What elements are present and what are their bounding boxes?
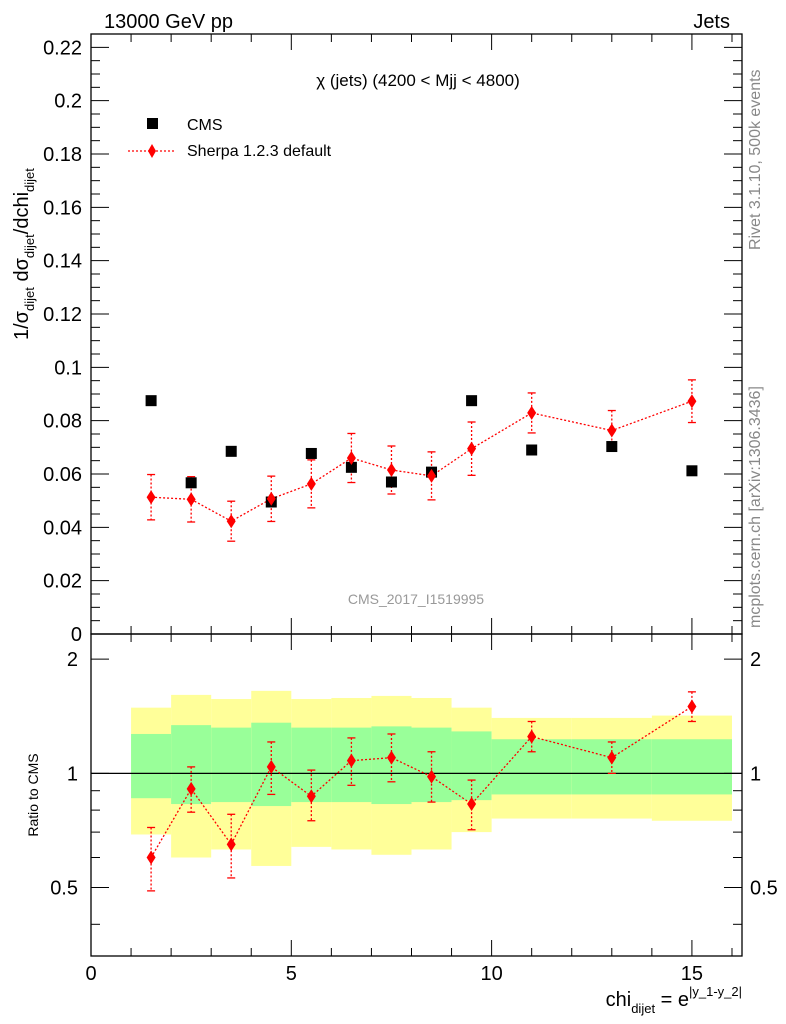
y-tick-label: 0.2 (54, 91, 82, 113)
mc-point (427, 468, 437, 483)
ratio-point (607, 750, 617, 765)
y-tick-label: 0.08 (43, 411, 82, 433)
x-tick-label: 5 (286, 963, 297, 985)
mc-point (687, 394, 697, 409)
band-inner (131, 733, 172, 799)
y-tick-label: 0 (71, 624, 82, 646)
legend-cms-marker (147, 118, 158, 129)
cms-point (466, 395, 478, 407)
cms-point (345, 461, 357, 473)
upper-marks (145, 379, 698, 542)
ratio-point (186, 781, 196, 796)
ratio-point (386, 750, 396, 765)
mc-point (306, 476, 316, 491)
svg-text:chidijet = e|y_1-y_2|: chidijet = e|y_1-y_2| (606, 984, 742, 1016)
mc-point (607, 423, 617, 438)
x-tick-label: 0 (85, 963, 96, 985)
y-tick-label: 0.04 (43, 517, 82, 539)
y-tick-label-right: 0.5 (750, 878, 778, 900)
mc-point (346, 451, 356, 465)
ratio-line (150, 706, 693, 858)
cms-point (385, 476, 397, 488)
mcplots-label: mcplots.cern.ch [arXiv:1306.3436] (747, 386, 764, 628)
y-tick-label: 0.14 (43, 251, 82, 273)
cms-point (686, 465, 698, 477)
band-inner (491, 739, 572, 795)
y-tick-label: 0.22 (43, 37, 82, 59)
lower-marks (146, 691, 697, 892)
mc-point (386, 463, 396, 477)
y-tick-label: 2 (67, 649, 78, 671)
header-left: 13000 GeV pp (104, 11, 233, 33)
ratio-point (146, 850, 156, 865)
legend-mc-marker (148, 144, 156, 158)
mc-point (186, 492, 196, 507)
chart-title: χ (jets) (4200 < Mjj < 4800) (316, 71, 520, 90)
cms-point (606, 441, 618, 453)
ratio-point (467, 797, 477, 812)
cms-point (526, 444, 538, 456)
cms-point (305, 447, 317, 459)
cms-point (185, 477, 197, 489)
y-tick-label: 0.5 (50, 878, 78, 900)
analysis-label: CMS_2017_I1519995 (348, 591, 484, 607)
rivet-label: Rivet 3.1.10, 500k events (747, 69, 764, 250)
legend-cms-label: CMS (187, 117, 223, 134)
mc-point (146, 490, 156, 505)
mc-point (226, 514, 236, 529)
band-inner (651, 739, 732, 795)
mc-line (151, 400, 693, 522)
lower-frame (90, 633, 743, 957)
ratio-point (346, 753, 356, 768)
y-tick-label: 0.06 (43, 464, 82, 486)
y-tick-label: 1 (67, 763, 78, 785)
ratio-point (527, 729, 537, 744)
cms-point (145, 395, 157, 407)
legend-mc-label: Sherpa 1.2.3 default (187, 143, 332, 160)
lower-ylabel: Ratio to CMS (25, 753, 41, 836)
upper-ylabel: 1/σdijet dσdijet/dchidijet (11, 168, 37, 340)
y-tick-label: 0.18 (43, 144, 82, 166)
y-tick-label-right: 1 (750, 763, 761, 785)
x-tick-label: 15 (681, 963, 703, 985)
y-tick-label: 0.1 (54, 357, 82, 379)
y-tick-label-right: 2 (750, 649, 761, 671)
upper-panel: 0 0.02 0.04 0.06 0.08 0.1 0.12 0.14 0.16 0.18 0.2 0… (43, 33, 743, 646)
y-tick-label: 0.02 (43, 571, 82, 593)
cms-point (225, 445, 237, 457)
x-tick-label: 10 (480, 963, 502, 985)
legend: CMS Sherpa 1.2.3 default (128, 117, 332, 160)
mc-point (467, 441, 477, 456)
mc-point (266, 491, 276, 506)
mc-point (527, 405, 537, 420)
ratio-point (226, 837, 236, 852)
y-tick-label: 0.12 (43, 304, 82, 326)
header-right: Jets (693, 11, 730, 33)
y-tick-label: 0.16 (43, 197, 82, 219)
ratio-point (687, 699, 697, 714)
xlabel: chidijet = e|y_1-y_2| (606, 984, 742, 1016)
svg-text:1/σdijet dσdijet/dchidijet: 1/σdijet dσdijet/dchidijet (11, 168, 37, 340)
band-inner (211, 727, 252, 803)
ratio-point (306, 789, 316, 804)
lower-panel: 0 5 10 15 0.5 0.5 1 1 2 2 (50, 633, 778, 985)
ratio-point (266, 759, 276, 774)
ratio-point (427, 769, 437, 784)
